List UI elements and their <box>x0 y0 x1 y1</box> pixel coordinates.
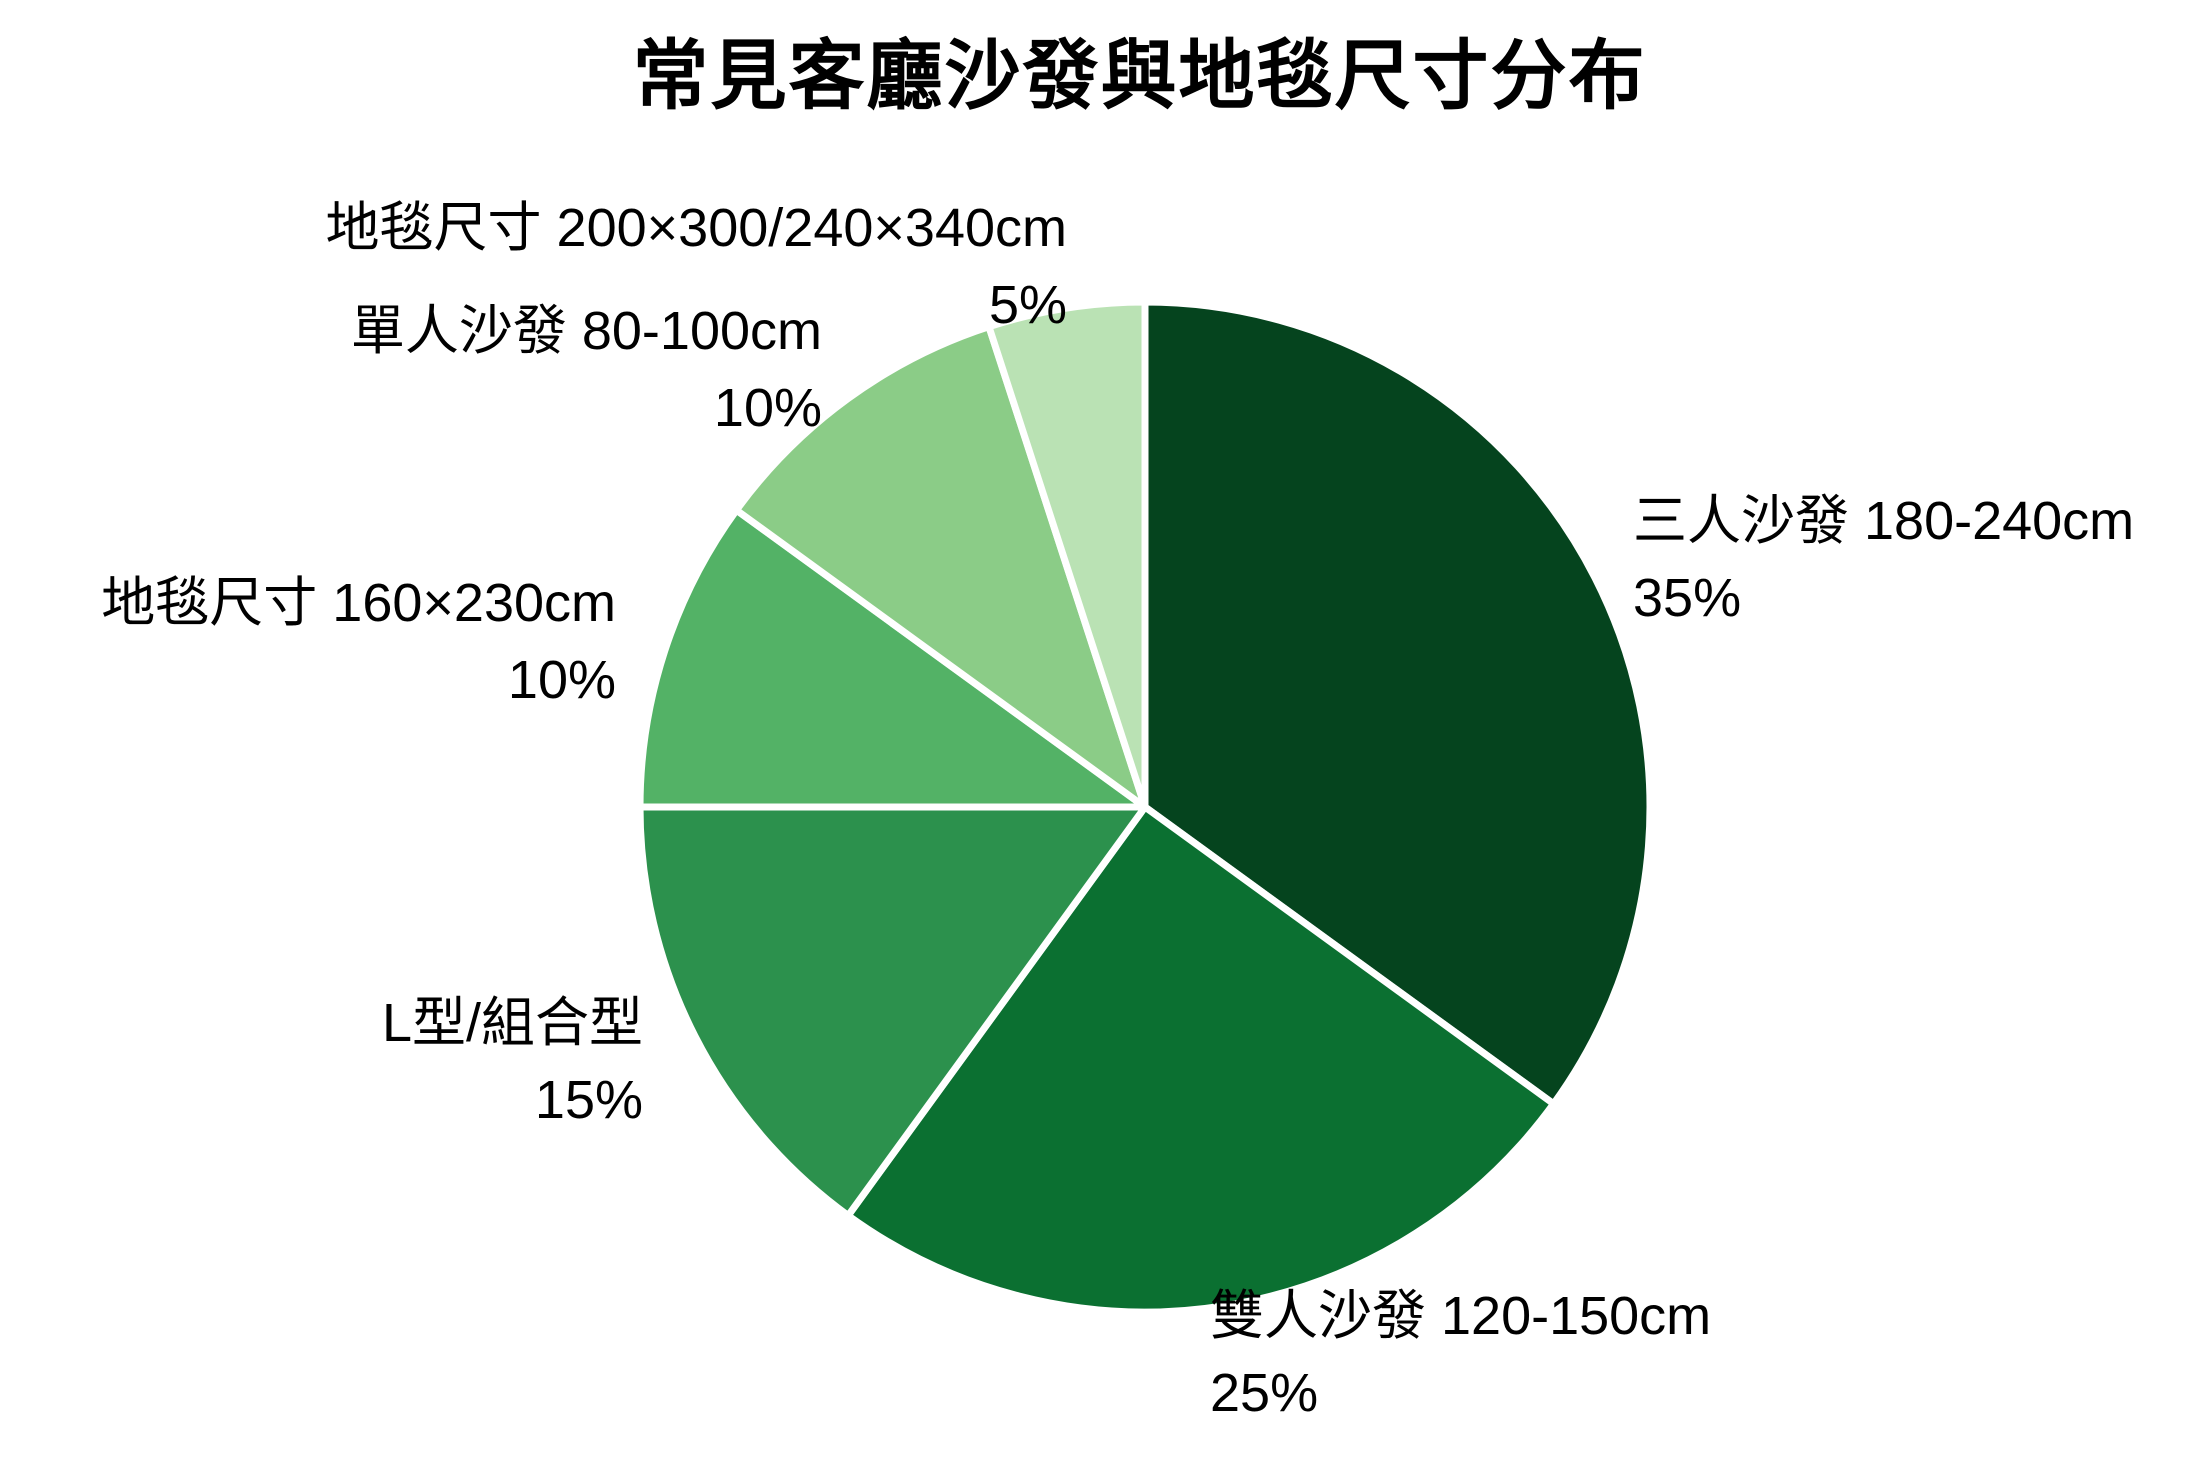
label-single-sofa-text: 單人沙發 80-100cm <box>350 301 822 361</box>
pie-slice-3 <box>636 506 1149 811</box>
pie-slice-1 <box>844 803 1558 1316</box>
pie-slice-2 <box>636 803 1149 1220</box>
label-three-seat-sofa: 三人沙發 180-240cm 35% <box>1633 483 2134 637</box>
label-two-seat-sofa-text: 雙人沙發 120-150cm <box>1210 1286 1712 1346</box>
label-three-seat-sofa-text: 三人沙發 180-240cm <box>1633 491 2135 551</box>
pie-slice-5 <box>985 298 1149 811</box>
label-rug-160x230-text: 地毯尺寸 160×230cm <box>101 573 616 633</box>
label-rug-160x230-pct: 10% <box>507 650 616 710</box>
label-single-sofa-pct: 10% <box>713 378 822 438</box>
label-l-shape-sectional-text: L型/組合型 <box>381 993 643 1053</box>
pie-slice-4 <box>732 323 1149 811</box>
label-two-seat-sofa-pct: 25% <box>1210 1363 1319 1423</box>
label-single-sofa: 單人沙發 80-100cm 10% <box>351 293 822 447</box>
label-two-seat-sofa: 雙人沙發 120-150cm 25% <box>1210 1278 1711 1432</box>
label-rug-200x300: 地毯尺寸 200×300/240×340cm 5% <box>326 190 1067 344</box>
label-l-shape-sectional-pct: 15% <box>534 1070 643 1130</box>
chart-title: 常見客廳沙發與地毯尺寸分布 <box>632 34 1647 119</box>
label-rug-200x300-text: 地毯尺寸 200×300/240×340cm <box>325 198 1067 258</box>
pie-slice-0 <box>1141 298 1654 1108</box>
label-three-seat-sofa-pct: 35% <box>1633 568 1742 628</box>
label-rug-200x300-pct: 5% <box>988 275 1067 335</box>
label-rug-160x230: 地毯尺寸 160×230cm 10% <box>101 565 616 719</box>
label-l-shape-sectional: L型/組合型 15% <box>382 985 643 1139</box>
